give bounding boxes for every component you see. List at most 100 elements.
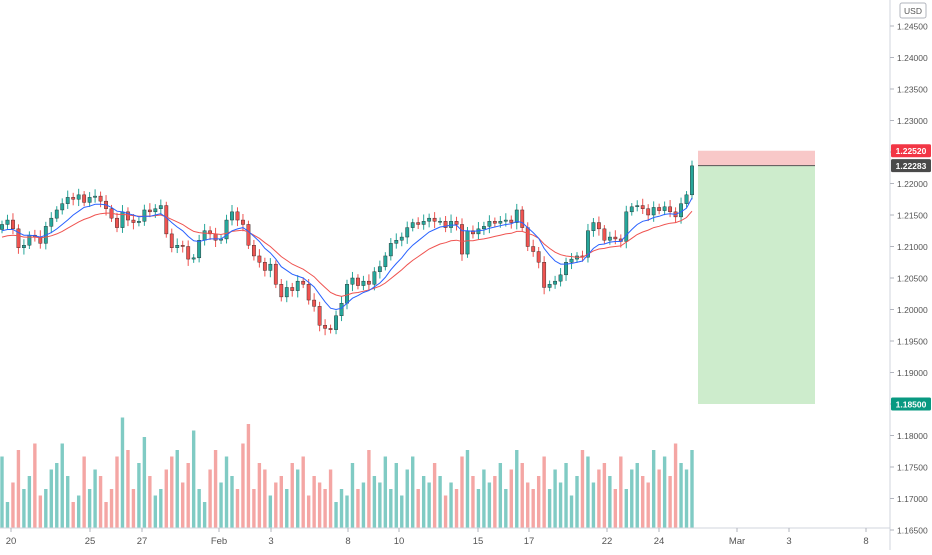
candle-body [405, 227, 410, 238]
volume-bar [16, 450, 21, 528]
time-axis[interactable]: 20 25 27 Feb 3 8 10 15 17 22 24 Mar 3 8 [6, 528, 869, 547]
volume-bar [339, 489, 344, 528]
volume-bar [175, 450, 179, 528]
volume-bar [246, 424, 251, 528]
price-tick-label: 1.21500 [897, 211, 928, 221]
volume-bar [679, 463, 683, 528]
time-tick-label: 10 [394, 536, 405, 547]
candle-body [427, 217, 432, 222]
volume-bar [498, 463, 503, 528]
candle-body [377, 266, 382, 272]
volume-bar [416, 489, 420, 528]
volume-bar [394, 463, 398, 528]
candle-body [509, 219, 514, 223]
time-tick-label: Feb [211, 536, 227, 547]
candle-body [591, 222, 596, 231]
candle-body [235, 211, 240, 221]
candle-body [22, 245, 26, 248]
candle-body [416, 222, 421, 225]
candle-body [514, 209, 519, 223]
candle-body [388, 243, 393, 257]
volume-bar [306, 495, 311, 528]
volume-bar [290, 463, 294, 528]
current-price-label: 1.22283 [896, 161, 927, 171]
moving-average-fast-line [1, 197, 693, 311]
volume-bar [328, 469, 333, 528]
candle-body [164, 205, 169, 235]
candle-body [410, 222, 415, 228]
volume-bar [213, 450, 218, 528]
candle-body [301, 280, 306, 285]
candle-body [126, 211, 130, 221]
candle-body [87, 197, 92, 203]
volume-bar [580, 450, 585, 528]
time-tick-label: 20 [6, 536, 17, 547]
volume-bar [630, 469, 634, 528]
candle-body [169, 233, 174, 248]
volume-bar [98, 476, 103, 528]
candle-body [76, 194, 81, 200]
volume-bar [356, 489, 360, 528]
volume-bar [619, 456, 623, 528]
volume-bar [367, 450, 371, 528]
target-price-label: 1.18500 [896, 400, 927, 410]
volume-bar [564, 463, 568, 528]
candle-body [624, 211, 629, 242]
volume-bar [170, 456, 174, 528]
candle-body [564, 262, 568, 276]
volume-bar [635, 463, 639, 528]
volume-bar [372, 476, 377, 528]
volume-bar [662, 456, 667, 528]
candle-body [356, 277, 360, 286]
volume-bar [11, 482, 15, 528]
volume-bar [285, 489, 289, 528]
position-zones[interactable] [698, 150, 815, 404]
volume-bar [547, 489, 552, 528]
candle-body [471, 230, 475, 235]
candle-body [640, 205, 645, 209]
currency-badge[interactable]: USD [899, 2, 927, 19]
volume-bar [641, 476, 645, 528]
volume-bar [350, 463, 355, 528]
volume-bar [0, 456, 4, 528]
stop-loss-zone [698, 150, 815, 166]
candle-body [465, 230, 470, 255]
volume-bar [235, 489, 240, 528]
volume-bar [405, 469, 409, 528]
candle-body [399, 236, 404, 241]
volume-bar [241, 443, 245, 528]
candle-body [60, 203, 65, 211]
current-price-label-box [891, 159, 931, 173]
volume-bar [613, 489, 618, 528]
candle-body [158, 205, 163, 209]
candle-body [279, 284, 284, 298]
volume-bar [22, 489, 26, 528]
candle-body [339, 303, 344, 317]
volume-bar [87, 489, 92, 528]
volume-bar [181, 482, 185, 528]
price-axis[interactable]: 1.245001.240001.235001.230001.225001.220… [890, 22, 928, 536]
candle-body [268, 263, 273, 271]
stop-price-label-box [891, 144, 931, 158]
volume-bar [427, 482, 431, 528]
moving-average-slow-line [1, 210, 693, 297]
candle-body [684, 194, 689, 204]
candle-body [394, 239, 399, 244]
candle-body [607, 236, 612, 241]
volume-bar [159, 489, 163, 528]
price-tick-label: 1.19500 [897, 337, 928, 347]
candle-body [208, 230, 212, 235]
volume-bar [104, 502, 108, 528]
price-tick-label: 1.16500 [897, 526, 928, 536]
volume-bar [684, 469, 689, 528]
volume-bar [569, 495, 574, 528]
volume-bar [109, 489, 114, 528]
volume-bar [454, 489, 459, 528]
candle-body [651, 207, 656, 216]
volume-bar [345, 495, 349, 528]
time-tick-label: 15 [473, 536, 484, 547]
volume-bar [597, 469, 601, 528]
volume-bar [191, 430, 196, 528]
